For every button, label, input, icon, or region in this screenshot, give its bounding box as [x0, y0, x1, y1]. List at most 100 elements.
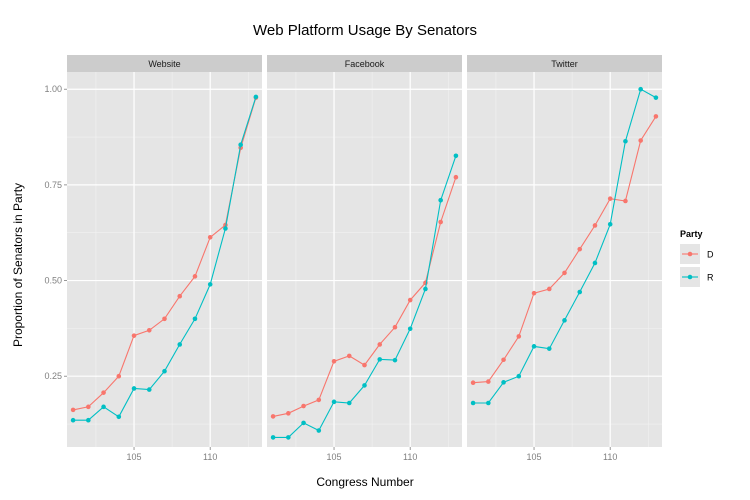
data-point-d	[177, 293, 183, 299]
data-point-d	[146, 327, 152, 333]
panel-twitter: Twitter 105 110	[467, 55, 662, 462]
data-point-r	[253, 94, 259, 100]
data-point-d	[470, 380, 476, 386]
data-point-d	[392, 324, 398, 330]
y-tick-label: 0.75	[44, 180, 62, 190]
chart-title: Web Platform Usage By Senators	[253, 22, 477, 39]
data-point-r	[392, 357, 398, 363]
data-point-r	[362, 383, 367, 388]
data-point-r	[623, 138, 628, 144]
data-point-d	[638, 138, 643, 143]
data-point-r	[653, 95, 659, 100]
data-point-r	[638, 86, 643, 92]
legend: Party D R	[680, 229, 714, 287]
data-point-r	[501, 380, 506, 385]
data-point-d	[486, 379, 491, 384]
facet-label: Twitter	[551, 59, 578, 69]
data-point-r	[162, 368, 167, 374]
data-point-d	[377, 342, 383, 347]
data-point-r	[238, 142, 243, 148]
data-point-d	[270, 414, 276, 419]
legend-key-point	[687, 251, 693, 257]
facet-strip	[467, 55, 662, 72]
data-point-d	[453, 174, 459, 180]
data-point-r	[101, 404, 106, 410]
data-point-d	[438, 219, 443, 225]
x-tick-label: 105	[527, 452, 542, 462]
y-tick-label: 1.00	[44, 84, 62, 94]
data-point-r	[286, 435, 291, 440]
data-point-d	[592, 223, 598, 228]
data-point-r	[377, 357, 383, 362]
data-point-r	[131, 386, 137, 391]
data-point-r	[146, 387, 152, 392]
y-axis-title: Proportion of Senators in Party	[11, 183, 25, 347]
data-point-r	[438, 197, 443, 203]
data-point-d	[362, 362, 367, 368]
facet-label: Website	[148, 59, 180, 69]
data-point-d	[346, 353, 352, 359]
facet-strip	[267, 55, 462, 72]
data-point-d	[562, 270, 567, 276]
data-point-d	[131, 333, 137, 338]
data-point-r	[70, 417, 76, 423]
data-point-r	[192, 316, 198, 322]
x-axis-title: Congress Number	[316, 475, 413, 489]
data-point-r	[177, 342, 183, 347]
data-point-d	[546, 286, 552, 292]
data-point-r	[301, 420, 306, 426]
data-point-r	[607, 221, 613, 227]
data-point-r	[453, 153, 459, 159]
data-point-d	[101, 390, 106, 395]
data-point-r	[407, 326, 413, 332]
data-point-r	[516, 373, 522, 379]
data-point-d	[407, 297, 413, 303]
data-point-d	[607, 196, 613, 201]
data-point-r	[531, 344, 537, 349]
data-point-d	[116, 373, 122, 379]
legend-title: Party	[680, 229, 703, 239]
legend-key-point	[687, 274, 693, 280]
data-point-d	[623, 198, 628, 204]
data-point-d	[331, 358, 337, 364]
panel-background	[467, 72, 662, 447]
data-point-d	[501, 357, 506, 363]
facet-label: Facebook	[345, 59, 385, 69]
data-point-r	[592, 260, 598, 266]
data-point-d	[301, 403, 306, 409]
data-point-r	[486, 400, 491, 406]
data-point-d	[531, 290, 537, 296]
data-point-d	[286, 411, 291, 416]
data-point-r	[577, 289, 583, 295]
x-tick-label: 105	[127, 452, 142, 462]
x-tick-label: 105	[327, 452, 342, 462]
data-point-r	[116, 414, 122, 420]
data-point-d	[192, 274, 198, 279]
data-point-d	[162, 316, 167, 322]
data-point-r	[316, 428, 322, 433]
panel-background	[67, 72, 262, 447]
facet-strip	[67, 55, 262, 72]
data-point-d	[70, 407, 76, 413]
x-tick-label: 110	[603, 452, 617, 462]
y-tick-label: 0.25	[44, 371, 62, 381]
legend-label: R	[707, 273, 714, 283]
data-point-d	[653, 114, 659, 119]
data-point-r	[223, 226, 228, 231]
chart-panels: Website 105 110 0.25 0.50 0.75 1.00 Facebook 105…	[44, 55, 662, 462]
data-point-r	[423, 286, 428, 292]
data-point-r	[470, 400, 476, 406]
data-point-r	[86, 417, 91, 423]
panel-website: Website 105 110 0.25 0.50 0.75 1.00	[44, 55, 262, 462]
data-point-d	[207, 235, 213, 240]
data-point-r	[270, 435, 276, 440]
data-point-d	[86, 404, 91, 410]
x-tick-label: 110	[403, 452, 417, 462]
data-point-d	[577, 246, 583, 252]
data-point-r	[562, 318, 567, 323]
data-point-r	[346, 400, 352, 406]
y-tick-label: 0.50	[44, 276, 62, 286]
data-point-r	[331, 399, 337, 405]
data-point-r	[546, 346, 552, 351]
